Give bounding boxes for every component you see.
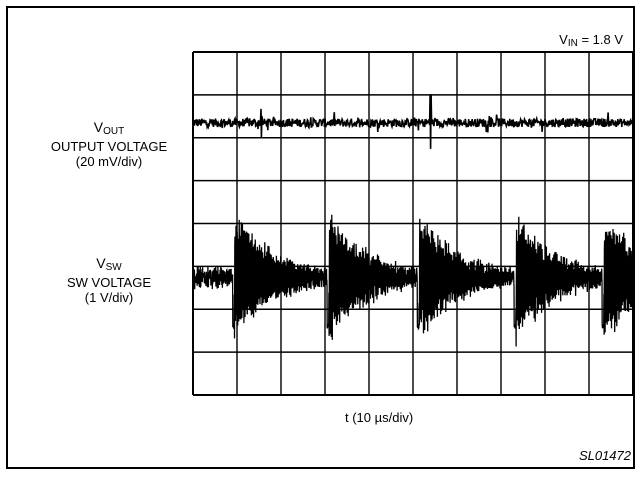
vout-series-label: VOUT OUTPUT VOLTAGE (20 mV/div) [34,119,184,170]
vout-trace [192,94,634,149]
vout-scale: (20 mV/div) [75,154,143,169]
vin-symbol: V [559,32,568,47]
vsw-series-label: VSW SW VOLTAGE (1 V/div) [34,255,184,306]
vsw-symbol: V [96,255,106,271]
vout-description: OUTPUT VOLTAGE [50,139,168,154]
x-axis-label: t (10 µs/div) [345,410,414,425]
vin-value: = 1.8 V [577,32,623,47]
vin-condition-label: VIN = 1.8 V [559,32,623,49]
vsw-scale: (1 V/div) [84,290,134,305]
vin-subscript: IN [567,38,578,49]
vsw-description: SW VOLTAGE [66,275,152,290]
figure-id: SL01472 [578,448,631,463]
vsw-trace [192,214,634,347]
vsw-subscript: SW [105,262,122,273]
vout-subscript: OUT [103,126,125,137]
vout-symbol: V [93,119,104,135]
